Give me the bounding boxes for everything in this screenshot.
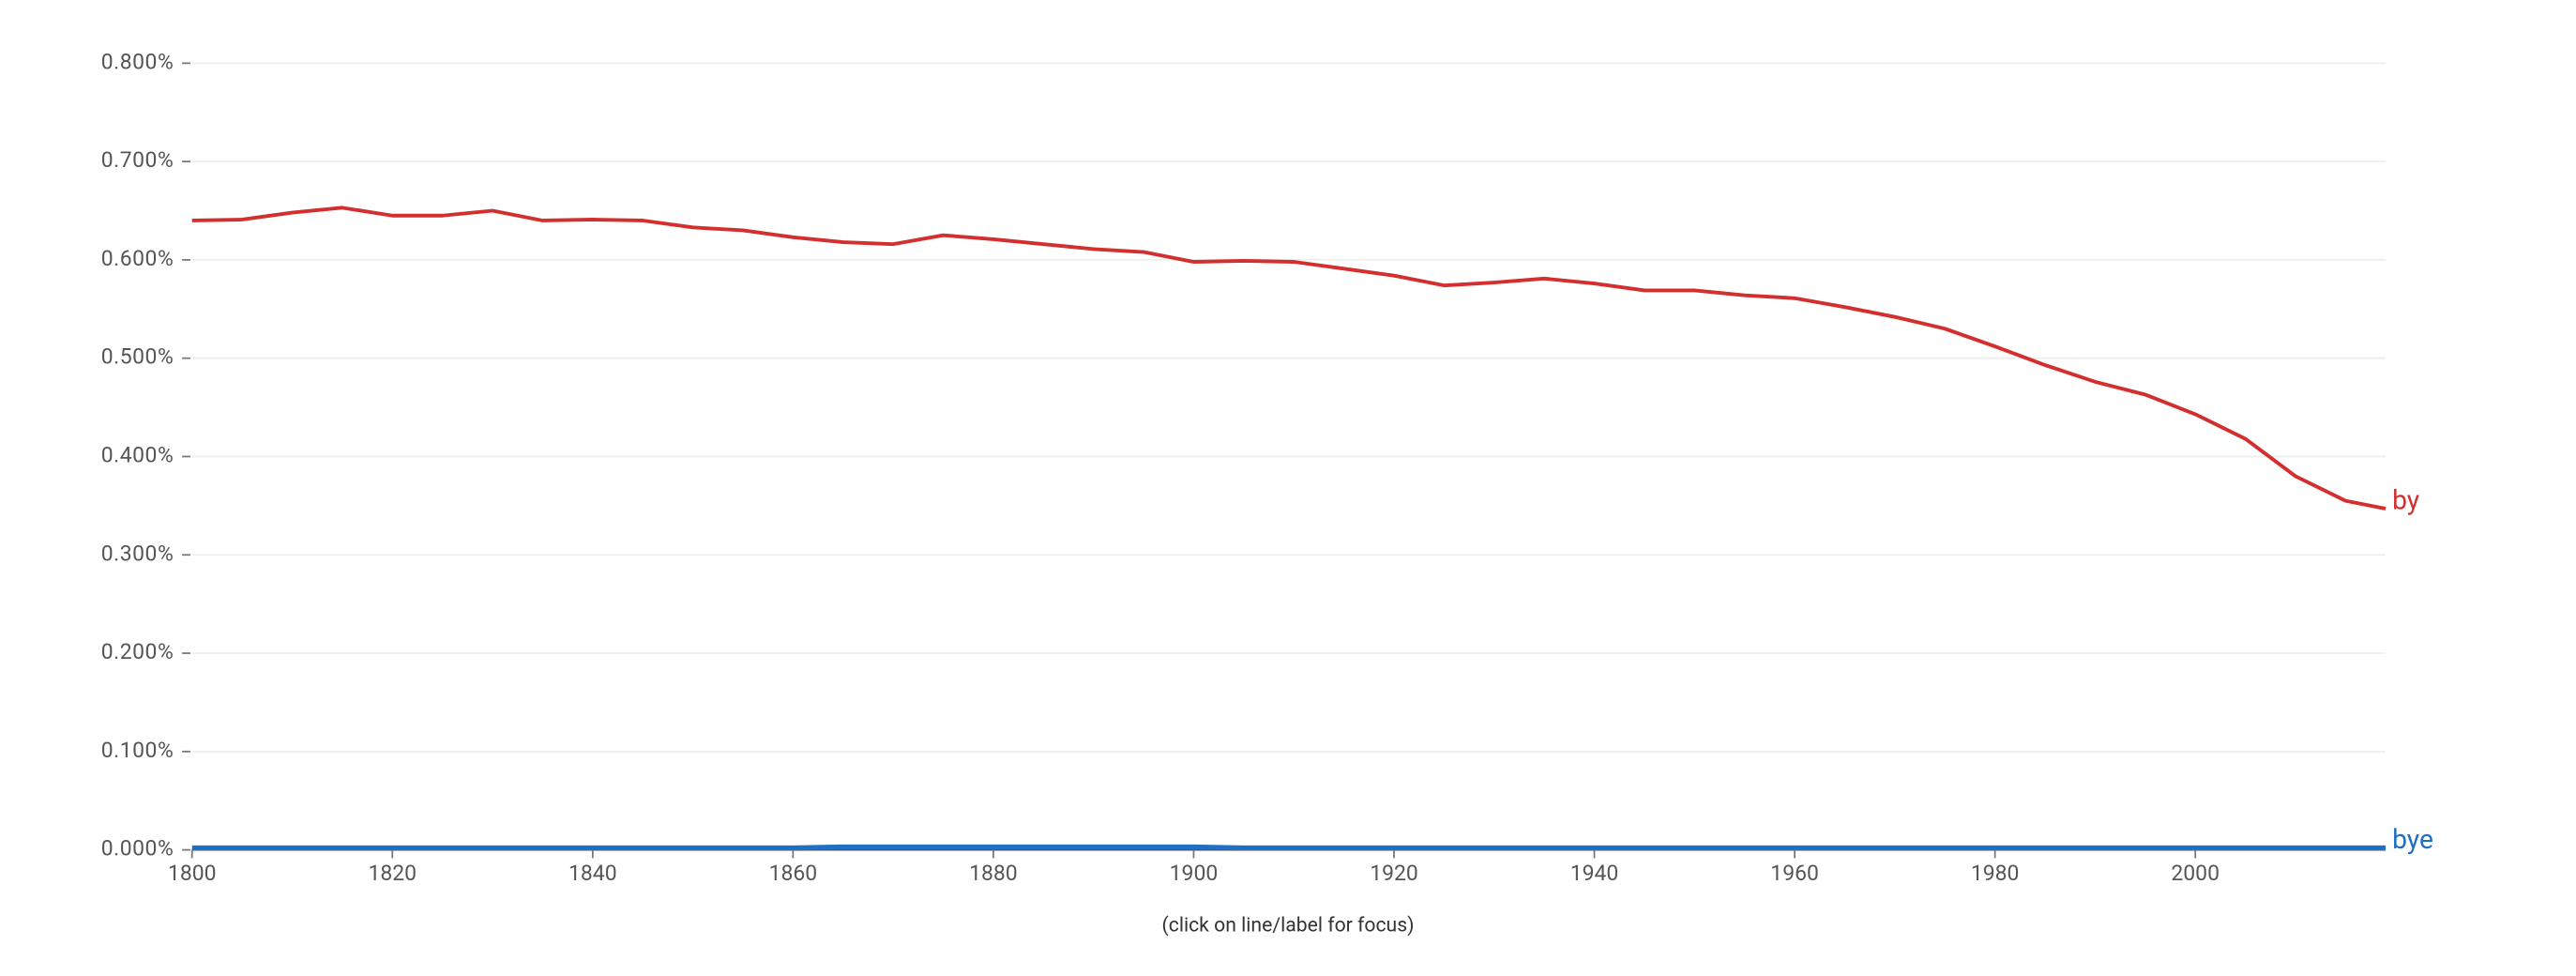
x-tick-label: 1860 [769, 861, 818, 886]
y-tick-label: 0.600% [101, 246, 174, 271]
x-tick-label: 1820 [368, 861, 417, 886]
y-tick-label: 0.400% [101, 443, 174, 468]
series-label[interactable]: bye [2392, 824, 2433, 855]
y-tick-label: 0.700% [101, 147, 174, 173]
x-tick-label: 1840 [568, 861, 617, 886]
x-tick-label: 1980 [1971, 861, 2020, 886]
x-tick-label: 1920 [1370, 861, 1418, 886]
y-tick-label: 0.000% [101, 836, 174, 862]
series-line[interactable] [191, 844, 2387, 851]
y-tick-label: 0.200% [101, 639, 174, 664]
x-tick-label: 2000 [2171, 861, 2220, 886]
x-tick-label: 1900 [1170, 861, 1219, 886]
x-tick-label: 1940 [1570, 861, 1619, 886]
y-tick-label: 0.800% [101, 49, 174, 74]
focus-note: (click on line/label for focus) [1162, 913, 1415, 937]
y-tick-label: 0.300% [101, 541, 174, 566]
y-tick-label: 0.500% [101, 344, 174, 370]
series-label[interactable]: by [2392, 484, 2419, 515]
x-tick-label: 1880 [969, 861, 1018, 886]
x-tick-label: 1960 [1770, 861, 1819, 886]
y-tick-label: 0.100% [101, 738, 174, 763]
x-tick-label: 1800 [168, 861, 217, 886]
series-line[interactable] [191, 206, 2387, 511]
